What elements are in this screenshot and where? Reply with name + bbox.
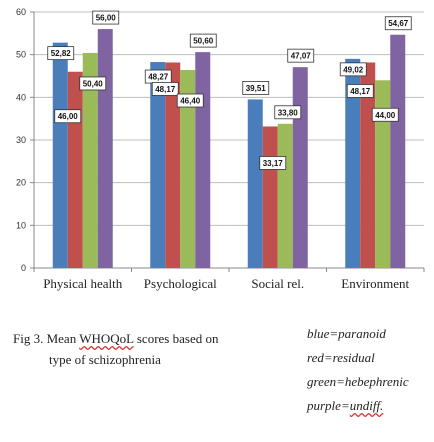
data-labels: 52,82 46,00 50,40 56,00 48,27 48,17 46,40 50,60… bbox=[47, 10, 412, 170]
x-tick-label: Environment bbox=[341, 276, 409, 291]
data-label-box bbox=[189, 33, 217, 48]
bar-undiff bbox=[97, 29, 113, 268]
bar-undiff bbox=[195, 52, 211, 269]
data-label-box bbox=[47, 46, 75, 61]
y-tick-label: 40 bbox=[16, 92, 26, 102]
bar-undiff bbox=[390, 34, 406, 268]
legend-item-green: green=hebephrenic bbox=[307, 374, 409, 389]
chart: 0 10 20 30 40 50 60 Physical health Psychologica… bbox=[16, 7, 425, 291]
data-label-text: 46,00 bbox=[58, 112, 79, 121]
bar-residual bbox=[67, 71, 83, 268]
bar-paranoid bbox=[150, 62, 166, 268]
legend-item-blue: blue=paranoid bbox=[307, 326, 386, 341]
data-label: 48,17 bbox=[346, 84, 374, 98]
data-label-box bbox=[346, 84, 374, 98]
data-label: 47,07 bbox=[287, 48, 315, 63]
bar-paranoid bbox=[345, 58, 361, 269]
data-label-text: 47,07 bbox=[291, 52, 312, 61]
data-label-box bbox=[259, 156, 287, 170]
data-label-text: 49,02 bbox=[343, 65, 364, 74]
data-label-box bbox=[339, 62, 367, 77]
caption-prefix: Fig 3. Mean bbox=[13, 331, 80, 346]
data-label-box bbox=[151, 82, 179, 96]
bar-paranoid bbox=[247, 99, 263, 268]
data-label-text: 48,17 bbox=[155, 85, 176, 94]
caption-acronym: WHOQoL bbox=[79, 331, 134, 346]
caption-suffix: scores based on bbox=[133, 331, 219, 346]
data-label: 46,40 bbox=[176, 93, 204, 108]
data-label-box bbox=[54, 109, 82, 124]
data-label-text: 50,60 bbox=[193, 37, 214, 46]
x-tick-label: Psychological bbox=[144, 276, 217, 291]
data-label-box bbox=[176, 93, 204, 108]
data-label-text: 39,51 bbox=[246, 84, 267, 93]
bar-chart-svg: 0 10 20 30 40 50 60 Physical health Psychologica… bbox=[16, 7, 425, 291]
data-label: 50,40 bbox=[79, 76, 107, 91]
caption-line-1: Fig 3. Mean WHOQoL scores based on bbox=[13, 328, 253, 349]
bar-paranoid bbox=[52, 42, 68, 268]
data-label-text: 33,17 bbox=[263, 159, 284, 168]
data-label-text: 50,40 bbox=[83, 79, 104, 88]
data-label-box bbox=[287, 48, 315, 63]
data-label: 54,67 bbox=[384, 16, 412, 31]
bar-undiff bbox=[292, 67, 308, 268]
bar-hebephrenic bbox=[277, 123, 293, 268]
bar-hebephrenic bbox=[375, 80, 391, 269]
data-label: 50,60 bbox=[189, 33, 217, 48]
bar-residual bbox=[360, 62, 376, 268]
data-label: 49,02 bbox=[339, 62, 367, 77]
data-label-box bbox=[371, 107, 399, 122]
y-tick-label: 30 bbox=[16, 135, 26, 145]
y-tick-label: 60 bbox=[16, 7, 26, 17]
bar-hebephrenic bbox=[180, 70, 196, 268]
figure-caption: Fig 3. Mean WHOQoL scores based on type … bbox=[13, 328, 253, 370]
data-label: 56,00 bbox=[92, 10, 120, 25]
data-label-text: 44,00 bbox=[375, 111, 396, 120]
data-label-text: 46,40 bbox=[180, 97, 201, 106]
data-label: 39,51 bbox=[242, 81, 270, 95]
data-label: 48,17 bbox=[151, 82, 179, 96]
y-tick-label: 50 bbox=[16, 50, 26, 60]
bars bbox=[52, 29, 406, 269]
data-label-text: 56,00 bbox=[96, 14, 117, 23]
data-label-text: 48,27 bbox=[148, 73, 169, 82]
data-label-box bbox=[274, 105, 302, 120]
data-label-text: 33,80 bbox=[278, 108, 299, 117]
bar-residual bbox=[262, 126, 278, 268]
data-label-box bbox=[92, 10, 120, 25]
data-label: 44,00 bbox=[371, 107, 399, 122]
caption-line-2: type of schizophrenia bbox=[49, 352, 161, 367]
data-label: 52,82 bbox=[47, 46, 75, 61]
legend: blue=paranoid red=residual green=hebephr… bbox=[307, 322, 409, 418]
data-label-text: 52,82 bbox=[51, 49, 72, 58]
legend-item-red: red=residual bbox=[307, 350, 375, 365]
x-tick-label: Physical health bbox=[43, 276, 123, 291]
data-label-box bbox=[79, 76, 107, 91]
data-label-text: 48,17 bbox=[350, 87, 371, 96]
y-tick-label: 20 bbox=[16, 178, 26, 188]
data-label: 33,17 bbox=[259, 156, 287, 170]
data-label-box bbox=[384, 16, 412, 31]
y-tick-label: 10 bbox=[16, 220, 26, 230]
data-label: 46,00 bbox=[54, 109, 82, 124]
bar-residual bbox=[165, 62, 181, 268]
bar-hebephrenic bbox=[82, 52, 98, 269]
data-label: 33,80 bbox=[274, 105, 302, 120]
data-label-box bbox=[242, 81, 270, 95]
data-label-text: 54,67 bbox=[388, 19, 409, 28]
data-label: 48,27 bbox=[144, 69, 172, 84]
x-tick-label: Social rel. bbox=[251, 276, 304, 291]
legend-item-purple: purple=undiff. bbox=[307, 398, 384, 413]
y-tick-label: 0 bbox=[21, 263, 26, 273]
